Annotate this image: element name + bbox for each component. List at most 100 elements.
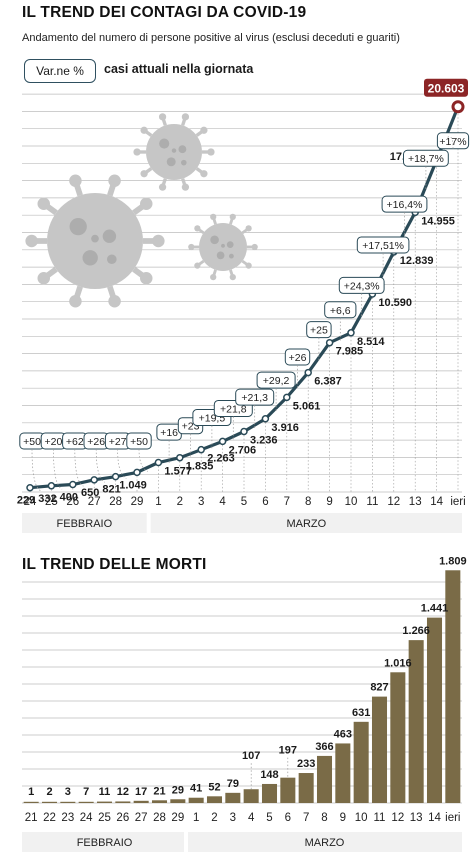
pct-change-label: +18,7% (408, 153, 444, 165)
bar-value-label: 41 (190, 783, 202, 795)
pct-change-label: +26 (87, 436, 105, 448)
data-label: 12.839 (400, 255, 434, 267)
bar-value-label: 197 (279, 745, 297, 757)
bar-value-label: 1.016 (384, 657, 412, 669)
x-tick-label: 22 (43, 812, 56, 824)
pct-change-label: +24,3% (344, 280, 380, 292)
data-point (347, 329, 355, 337)
bar (353, 721, 369, 803)
data-label: 2.263 (207, 453, 235, 465)
x-tick-label: 1 (155, 496, 161, 508)
x-tick-label: 12 (391, 812, 404, 824)
pct-change-label: +50 (23, 436, 41, 448)
virus-icon (188, 213, 258, 281)
data-label: 8.514 (357, 336, 385, 348)
pct-change-label: +17,51% (362, 240, 404, 252)
bar-value-label: 2 (46, 786, 52, 798)
x-tick-label: 9 (340, 812, 346, 824)
pct-connector (31, 448, 41, 492)
bar (60, 801, 76, 803)
data-point (69, 480, 77, 489)
month-band (22, 513, 147, 533)
pct-change-label: +25 (310, 325, 328, 337)
bar (96, 801, 113, 803)
data-point (133, 468, 141, 477)
pct-change-label: +62 (66, 436, 84, 448)
chart1-subtitle: Andamento del numero di persone positive… (22, 32, 400, 44)
bar-value-label: 29 (172, 784, 184, 796)
data-label: 400 (60, 492, 78, 504)
data-label: 3.236 (250, 434, 278, 446)
data-point (283, 393, 291, 402)
data-label: 7.985 (336, 346, 364, 358)
data-label: 821 (102, 484, 120, 496)
legend-label: casi attuali nella giornata (104, 62, 254, 76)
bar-value-label: 631 (352, 707, 370, 719)
x-tick-label: 5 (266, 812, 272, 824)
data-label: 650 (81, 487, 99, 499)
pct-change-label: +27 (109, 436, 127, 448)
bar (23, 801, 39, 803)
x-tick-label: 25 (45, 496, 58, 508)
x-tick-label: ieri (445, 812, 460, 824)
pct-change-label: +29,2 (263, 375, 290, 387)
x-tick-label: 12 (387, 496, 400, 508)
data-label: 6.387 (314, 376, 342, 388)
x-tick-label: 2 (211, 812, 217, 824)
bar-value-label: 366 (315, 741, 333, 753)
value-label-box (424, 78, 468, 97)
bar-value-label: 1 (28, 786, 34, 798)
data-label: 5.061 (293, 400, 321, 412)
x-tick-label: 8 (321, 812, 327, 824)
month-band (188, 832, 462, 852)
bar (426, 617, 443, 803)
data-label: 1.049 (119, 479, 147, 491)
pct-connector (95, 448, 106, 483)
bar (335, 743, 351, 803)
bar (78, 801, 94, 803)
x-tick-label: 13 (410, 812, 423, 824)
bar-value-label: 1.266 (402, 625, 430, 637)
bar (390, 672, 406, 803)
bar-value-label: 79 (227, 778, 239, 790)
pct-change-label: +26 (289, 352, 307, 364)
x-tick-label: 26 (66, 496, 79, 508)
month-band (22, 832, 184, 852)
x-tick-label: 21 (25, 812, 38, 824)
data-point (197, 445, 205, 454)
x-tick-label: 6 (262, 496, 268, 508)
x-tick-label: 3 (230, 812, 236, 824)
x-tick-label: 29 (171, 812, 184, 824)
pct-change-label: +21,3 (241, 392, 268, 404)
pct-change-label: +6,6 (330, 305, 351, 317)
bar (280, 777, 296, 803)
pct-change-label: +17% (439, 136, 466, 148)
bar (115, 801, 131, 803)
bar-value-label: 21 (153, 785, 165, 797)
x-tick-label: 14 (428, 812, 441, 824)
bar-value-label: 3 (65, 786, 71, 798)
pct-connector (138, 448, 148, 472)
legend-var-box: Var.ne % (24, 59, 96, 83)
bar (243, 789, 259, 803)
month-label: MARZO (286, 518, 326, 530)
x-tick-label: 8 (305, 496, 311, 508)
x-tick-label: 10 (355, 812, 368, 824)
x-tick-label: 9 (326, 496, 332, 508)
data-point (218, 437, 227, 446)
data-label: 1.835 (186, 461, 214, 473)
bar-value-label: 1.441 (421, 603, 449, 615)
x-tick-label: 2 (177, 496, 183, 508)
x-tick-label: 4 (248, 812, 255, 824)
month-label: MARZO (305, 837, 345, 849)
x-tick-label: 10 (345, 496, 358, 508)
bar (133, 800, 149, 803)
data-point (325, 338, 334, 347)
data-point (154, 458, 163, 467)
bar-value-label: 233 (297, 758, 315, 770)
x-tick-label: 6 (285, 812, 291, 824)
data-point (26, 483, 34, 492)
bar (225, 792, 241, 803)
data-point (304, 368, 312, 377)
